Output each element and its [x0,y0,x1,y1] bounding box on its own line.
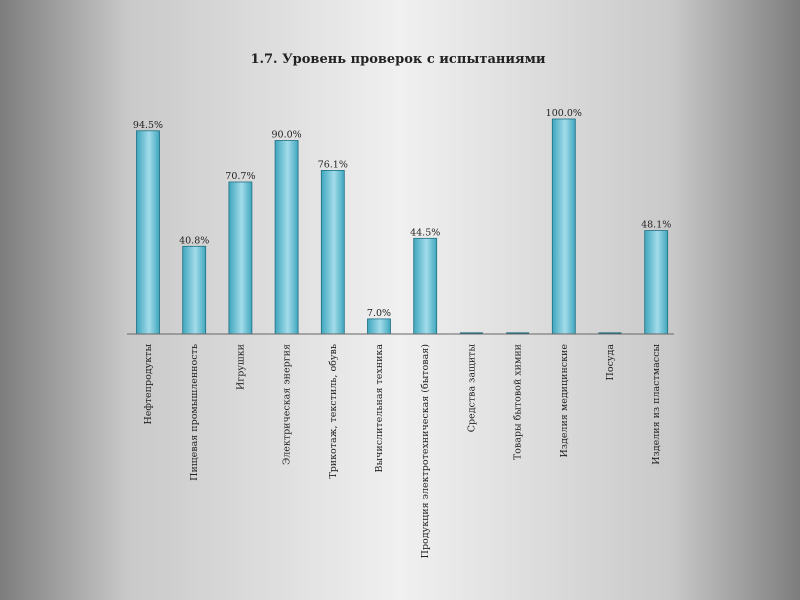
bar [274,140,299,335]
bar [136,130,160,335]
category-label: Средства защиты [466,344,477,433]
category-label: Вычислительная техника [374,344,385,473]
category-label: Изделия медицинские [559,344,570,458]
category-label: Трикотаж, текстиль, обувь [328,344,339,479]
bar [228,181,253,335]
data-label: 90.0% [272,130,302,141]
category-label: Нефтепродукты [143,344,154,425]
category-label: Электрическая энергия [282,344,293,465]
data-label: 100.0% [546,108,582,119]
category-label: Пищевая промышленность [189,344,200,481]
data-label: 94.5% [133,120,163,131]
category-label: Товары бытовой химии [513,344,524,460]
data-label: 44.5% [410,227,440,238]
data-label: 40.8% [179,235,209,246]
labels-layer: 94.5% Нефтепродукты 40.8% Пищевая промышлен… [133,108,671,558]
bars-layer [136,118,669,335]
bar [551,118,576,335]
bar [367,318,391,335]
bar [182,245,207,335]
data-label: 70.7% [225,171,255,182]
bar [320,169,345,335]
data-label: 76.1% [318,159,348,170]
category-label: Продукция электротехническая (бытовая) [420,344,431,558]
bar [413,237,438,335]
chart-title: 1.7. Уровень проверок с испытаниями [250,52,545,67]
data-label: 7.0% [367,308,391,319]
bar [644,230,669,335]
data-label: 48.1% [641,220,671,231]
category-label: Изделия из пластмассы [651,344,662,465]
category-label: Игрушки [235,344,246,390]
category-label: Посуда [605,344,616,381]
